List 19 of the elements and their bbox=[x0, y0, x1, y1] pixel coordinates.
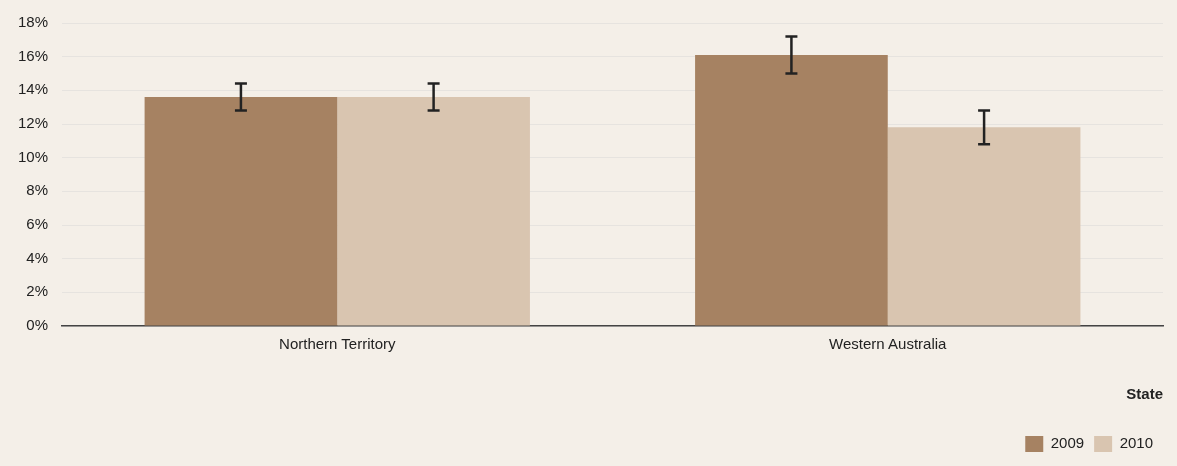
y-tick-label: 6% bbox=[26, 215, 49, 233]
legend-label: 2010 bbox=[1119, 434, 1154, 452]
legend-label: 2009 bbox=[1050, 434, 1085, 452]
x-tick-label: Northern Territory bbox=[279, 335, 396, 353]
y-tick-label: 14% bbox=[17, 80, 49, 98]
bar bbox=[337, 97, 530, 326]
x-axis-title: State bbox=[1126, 385, 1163, 403]
bar bbox=[144, 97, 338, 326]
y-tick-label: 8% bbox=[26, 181, 49, 199]
y-tick-label: 10% bbox=[17, 147, 49, 165]
bar bbox=[887, 127, 1081, 326]
y-tick-label: 2% bbox=[26, 282, 49, 300]
y-tick-label: 0% bbox=[26, 316, 49, 334]
y-tick-label: 16% bbox=[17, 46, 49, 64]
y-tick-label: 18% bbox=[17, 13, 49, 31]
x-tick-label: Western Australia bbox=[829, 335, 948, 353]
y-tick-label: 4% bbox=[26, 248, 49, 266]
y-tick-label: 12% bbox=[17, 114, 49, 132]
bar bbox=[695, 54, 888, 326]
